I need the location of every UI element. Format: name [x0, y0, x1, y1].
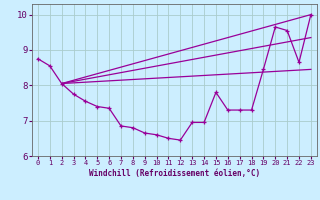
- X-axis label: Windchill (Refroidissement éolien,°C): Windchill (Refroidissement éolien,°C): [89, 169, 260, 178]
